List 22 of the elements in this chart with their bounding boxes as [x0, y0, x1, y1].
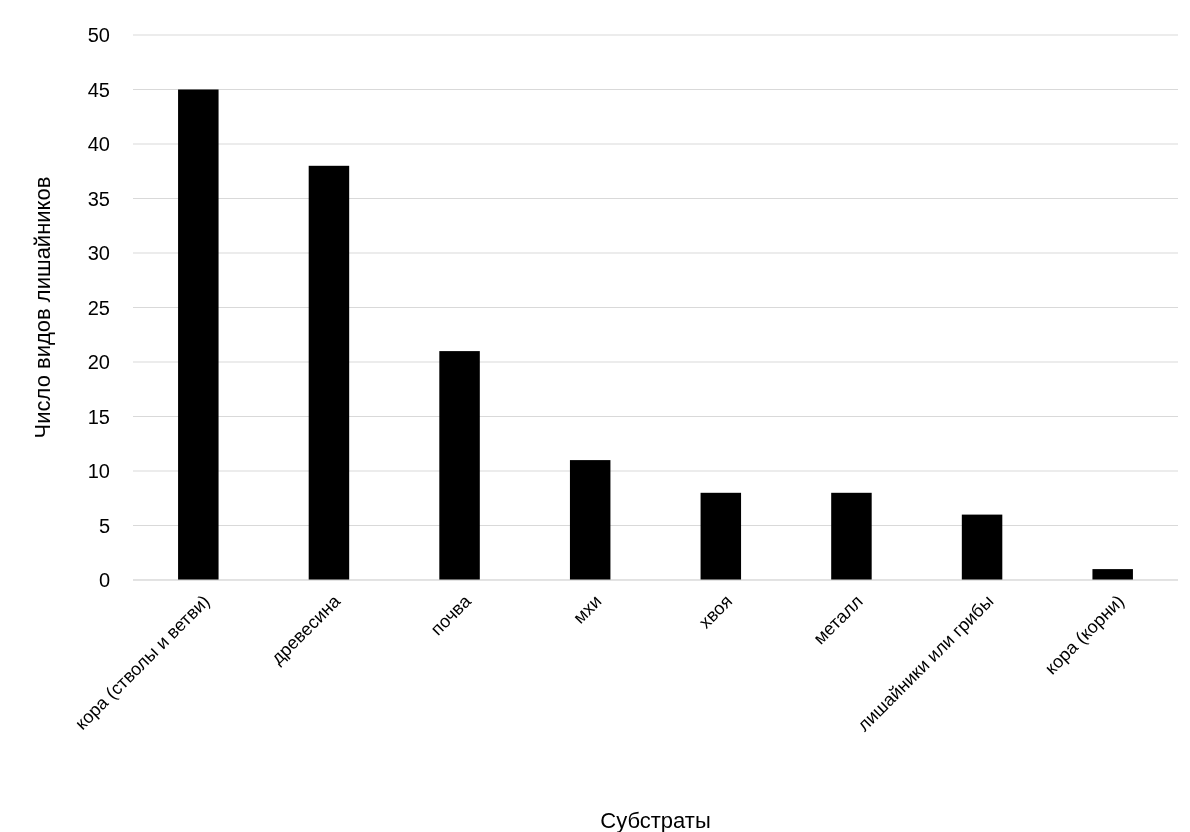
y-tick-label: 50	[87, 24, 110, 46]
y-tick-label: 15	[87, 405, 110, 428]
bar	[1092, 569, 1133, 580]
y-tick-label: 30	[87, 242, 110, 264]
bar	[831, 492, 872, 580]
y-tick-label: 0	[98, 569, 110, 591]
x-axis-title: Субстраты	[600, 808, 711, 832]
bar	[569, 460, 611, 580]
bar	[308, 165, 350, 580]
x-tick-label: мхи	[569, 591, 606, 628]
bar	[961, 514, 1003, 580]
bar	[178, 89, 219, 580]
y-tick-label: 5	[98, 514, 110, 537]
y-tick-label: 25	[87, 296, 110, 319]
y-axis-title: Число видов лишайников	[30, 176, 55, 439]
bar	[700, 492, 742, 580]
y-tick-label: 40	[87, 133, 110, 155]
y-tick-label: 45	[87, 78, 110, 101]
y-tick-label: 10	[87, 460, 110, 482]
y-tick-label: 20	[87, 351, 110, 373]
bar	[439, 351, 480, 580]
y-tick-label: 35	[87, 187, 110, 210]
